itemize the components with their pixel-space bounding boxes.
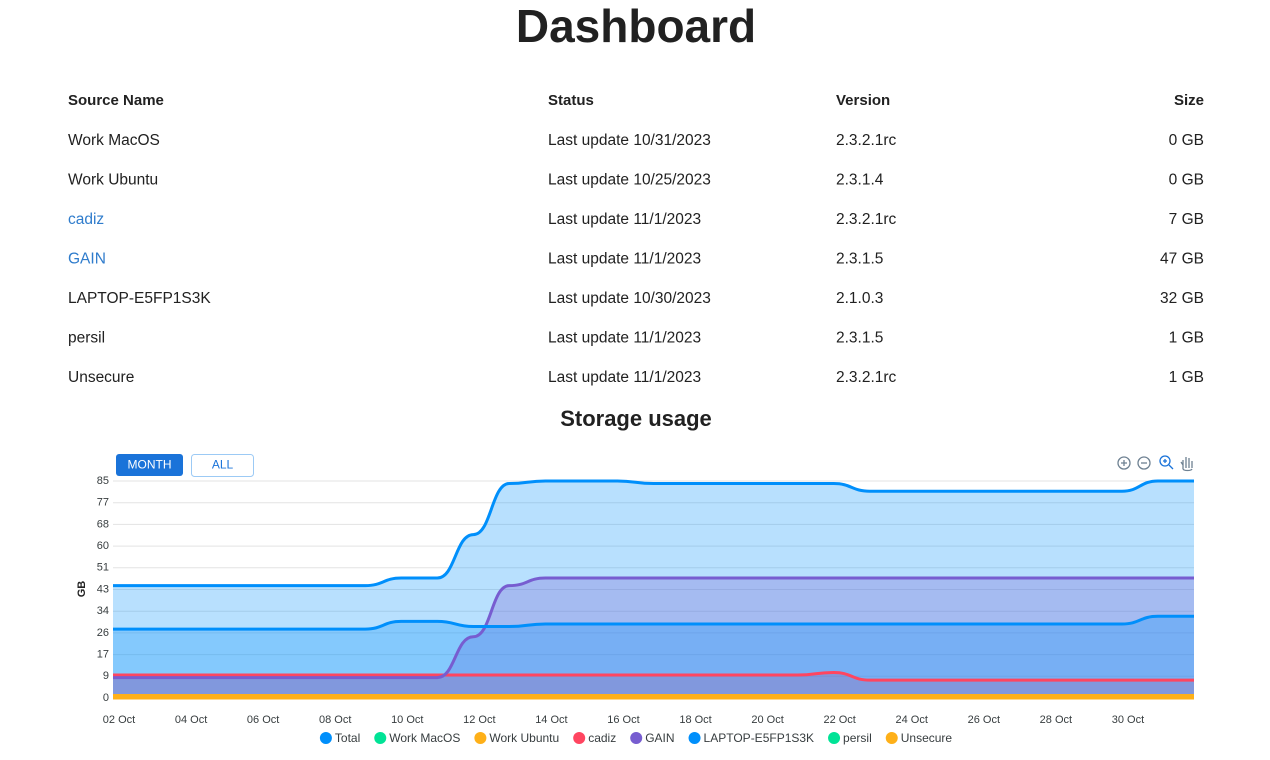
x-tick-label: 16 Oct [607, 714, 639, 726]
x-tick-label: 28 Oct [1040, 714, 1072, 726]
series-area [113, 578, 1194, 698]
y-tick-label: 60 [97, 540, 109, 552]
chart-title: Storage usage [560, 406, 712, 431]
table-cell: 1 GB [1169, 330, 1204, 347]
table-cell: Work Ubuntu [68, 172, 158, 189]
y-tick-label: 51 [97, 562, 109, 574]
table-cell: 0 GB [1169, 172, 1204, 189]
y-tick-label: 77 [97, 497, 109, 509]
table-cell: 2.1.0.3 [836, 290, 883, 307]
legend-label[interactable]: persil [843, 731, 872, 745]
y-tick-label: 26 [97, 627, 109, 639]
table-cell: 1 GB [1169, 369, 1204, 386]
table-cell: 2.3.2.1rc [836, 369, 897, 386]
series-line [113, 614, 1194, 631]
table-cell: 2.3.2.1rc [836, 132, 897, 149]
table-cell: Last update 10/25/2023 [548, 172, 711, 189]
x-tick-label: 10 Oct [391, 714, 423, 726]
legend-marker[interactable] [688, 732, 701, 744]
table-cell: Unsecure [68, 369, 134, 386]
x-tick-label: 26 Oct [968, 714, 1000, 726]
table-cell: 2.3.1.4 [836, 172, 884, 189]
legend-marker[interactable] [474, 732, 487, 744]
source-link[interactable]: GAIN [68, 251, 106, 268]
x-tick-label: 04 Oct [175, 714, 207, 726]
y-axis-title: GB [76, 581, 88, 598]
table-cell: 2.3.1.5 [836, 251, 883, 268]
zoom-out-icon[interactable] [1137, 456, 1151, 470]
column-header: Status [548, 92, 594, 109]
legend-label[interactable]: cadiz [588, 731, 616, 745]
series-line [112, 576, 1194, 680]
table-cell: 0 GB [1169, 132, 1204, 149]
table-cell: LAPTOP-E5FP1S3K [68, 290, 211, 307]
column-header: Size [1174, 92, 1204, 109]
legend-marker[interactable] [319, 732, 332, 744]
legend-label[interactable]: LAPTOP-E5FP1S3K [704, 731, 815, 745]
y-tick-label: 43 [97, 583, 109, 595]
month-button[interactable] [116, 454, 183, 476]
x-tick-label: 02 Oct [103, 714, 135, 726]
table-cell: 32 GB [1160, 290, 1204, 307]
x-tick-label: 30 Oct [1112, 714, 1144, 726]
table-cell: 7 GB [1169, 211, 1204, 228]
legend-label[interactable]: GAIN [645, 731, 674, 745]
legend-label[interactable]: Work Ubuntu [489, 731, 559, 745]
toolbar [1117, 455, 1193, 472]
series-line [113, 670, 1194, 682]
series-line [113, 479, 1194, 588]
table-cell: Last update 11/1/2023 [548, 211, 701, 228]
all-button-label[interactable]: ALL [212, 458, 234, 472]
table-cell: 2.3.2.1rc [836, 211, 897, 228]
table-cell: 2.3.1.5 [836, 330, 883, 347]
x-tick-label: 20 Oct [751, 714, 783, 726]
table-cell: Last update 10/31/2023 [548, 132, 711, 149]
zoom-in-icon[interactable] [1117, 456, 1131, 470]
table-cell: Last update 10/30/2023 [548, 290, 711, 307]
x-tick-label: 06 Oct [247, 714, 279, 726]
legend-label[interactable]: Unsecure [901, 731, 953, 745]
zoom-icon[interactable] [1159, 455, 1174, 470]
table-cell: Last update 11/1/2023 [548, 251, 701, 268]
column-header: Version [836, 92, 890, 109]
source-link[interactable]: cadiz [68, 211, 104, 228]
table-cell: Last update 11/1/2023 [548, 330, 701, 347]
legend-label[interactable]: Total [335, 731, 360, 745]
legend-marker[interactable] [374, 732, 387, 744]
x-tick-label: 12 Oct [463, 714, 495, 726]
y-tick-label: 9 [103, 670, 109, 682]
x-tick-label: 08 Oct [319, 714, 351, 726]
x-tick-label: 14 Oct [535, 714, 567, 726]
all-button[interactable] [191, 454, 254, 477]
y-tick-label: 68 [97, 518, 109, 530]
y-tick-label: 34 [97, 605, 109, 617]
y-tick-label: 17 [97, 649, 109, 661]
table-cell: Work MacOS [68, 132, 160, 149]
x-tick-label: 22 Oct [823, 714, 855, 726]
pan-icon[interactable] [1180, 457, 1193, 472]
legend-marker[interactable] [573, 732, 586, 744]
legend-marker[interactable] [630, 732, 643, 744]
legend-marker[interactable] [885, 732, 898, 744]
y-tick-label: 85 [97, 475, 109, 487]
legend: Total Work MacOS Work Ubuntu cadiz GAIN LAPTO… [319, 731, 953, 745]
column-header: Source Name [68, 92, 164, 109]
table-cell: persil [68, 330, 105, 347]
month-button-label[interactable]: MONTH [128, 458, 172, 472]
legend-label[interactable]: Work MacOS [389, 731, 460, 745]
series-area [113, 481, 1194, 698]
y-tick-label: 0 [103, 692, 109, 704]
table-cell: Last update 11/1/2023 [548, 369, 701, 386]
page-title: Dashboard [516, 0, 756, 52]
table-cell: 47 GB [1160, 251, 1204, 268]
legend-marker[interactable] [828, 732, 841, 744]
x-tick-label: 18 Oct [679, 714, 711, 726]
x-tick-label: 24 Oct [896, 714, 928, 726]
